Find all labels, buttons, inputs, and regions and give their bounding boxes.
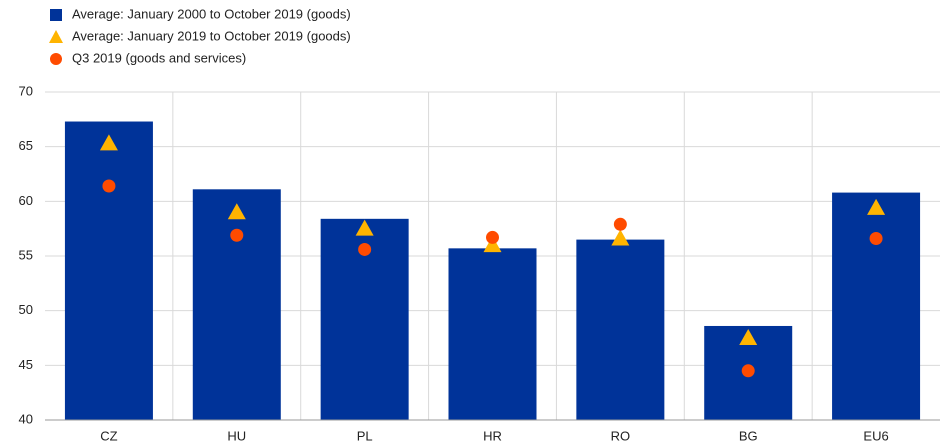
y-tick-label: 70 xyxy=(19,83,33,98)
bar xyxy=(576,239,665,420)
y-tick-label: 40 xyxy=(19,411,33,426)
triangle-marker xyxy=(483,236,502,253)
circle-marker xyxy=(869,232,883,246)
x-tick-label: CZ xyxy=(100,428,117,443)
y-tick-label: 60 xyxy=(19,193,33,208)
x-tick-label: HU xyxy=(227,428,246,443)
legend-swatch xyxy=(50,53,62,65)
circle-marker xyxy=(486,230,499,244)
circle-marker xyxy=(102,179,116,193)
circle-marker xyxy=(230,228,244,242)
triangle-marker xyxy=(355,219,374,236)
legend-label: Q3 2019 (goods and services) xyxy=(72,50,246,65)
x-tick-label: HR xyxy=(483,428,502,443)
triangle-marker xyxy=(739,329,758,345)
legend-swatch xyxy=(50,9,62,21)
circle-marker xyxy=(358,242,372,256)
bar xyxy=(64,121,153,421)
legend-swatch xyxy=(49,30,63,43)
triangle-marker xyxy=(611,229,630,246)
x-tick-label: PL xyxy=(357,428,373,443)
bar xyxy=(832,192,921,420)
x-tick-label: BG xyxy=(739,428,758,443)
bar xyxy=(192,189,281,420)
y-tick-label: 50 xyxy=(19,302,33,317)
circle-marker xyxy=(741,364,755,378)
x-tick-label: EU6 xyxy=(863,428,888,443)
triangle-marker xyxy=(227,203,246,220)
bar xyxy=(448,248,537,420)
triangle-marker xyxy=(99,134,118,151)
circle-marker xyxy=(613,217,627,231)
triangle-marker xyxy=(867,198,886,215)
y-tick-label: 65 xyxy=(19,138,33,153)
legend-label: Average: January 2000 to October 2019 (g… xyxy=(72,6,351,21)
legend-label: Average: January 2019 to October 2019 (g… xyxy=(72,28,351,43)
y-tick-label: 45 xyxy=(19,357,33,372)
x-tick-label: RO xyxy=(611,428,631,443)
y-tick-label: 55 xyxy=(19,247,33,262)
